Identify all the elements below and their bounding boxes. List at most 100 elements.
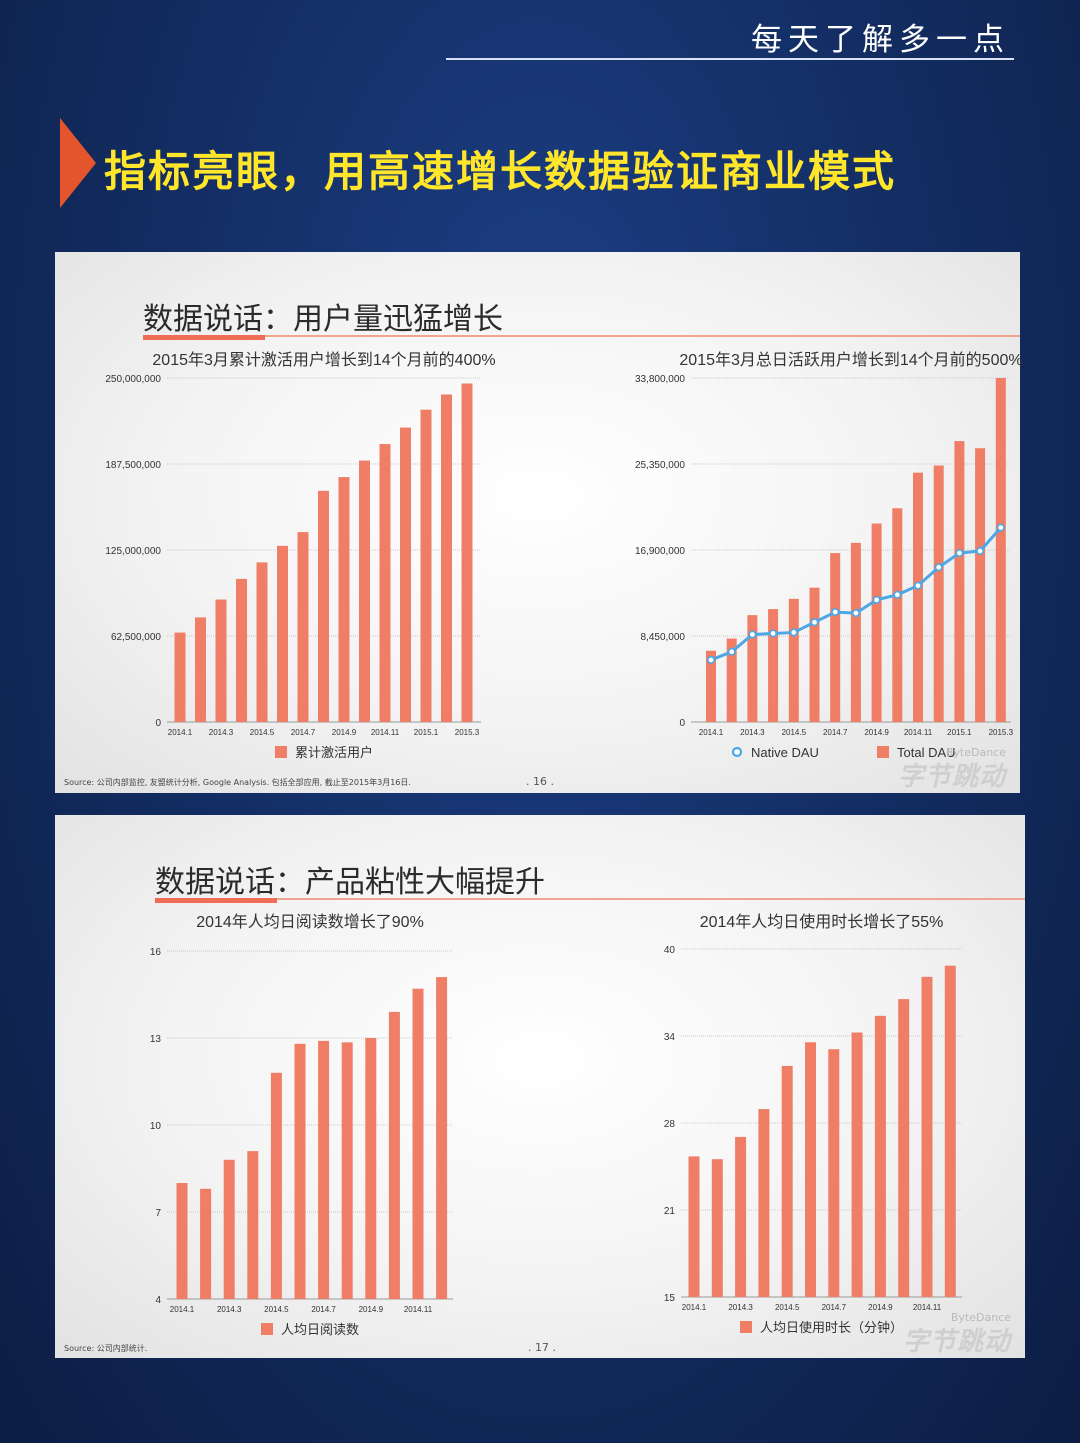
bar [954,441,965,722]
y-tick-label: 33,800,000 [635,374,685,385]
line-point [934,563,943,572]
x-tick-label: 2014.9 [868,1303,893,1312]
y-tick-label: 34 [664,1032,676,1043]
x-tick-label: 2014.1 [170,1305,195,1314]
legend-swatch [740,1321,752,1333]
slide-title: 数据说话：用户量迅猛增长 [143,302,503,337]
legend-label: 累计激活用户 [295,745,373,760]
bar [412,988,424,1299]
brand-cn: 字节跳动 [897,762,1006,792]
y-tick-label: 21 [664,1206,676,1217]
y-tick-label: 7 [155,1208,161,1219]
brand-en: ByteDance [945,746,1006,759]
bar [898,999,910,1297]
x-tick-label: 2014.5 [775,1303,800,1312]
chart-cumulative-users: 2015年3月累计激活用户增长到14个月前的400% 250,000,000 187… [105,351,495,760]
bar [711,1159,723,1297]
bar [341,1042,353,1299]
bar [420,409,432,722]
bar [359,460,370,722]
slogan: 每天了解多一点 [751,22,1010,58]
bar [892,508,903,722]
x-tick-label: 2014.3 [728,1303,753,1312]
bar [441,394,452,722]
bar [176,1183,188,1299]
x-tick-label: 2014.5 [250,728,275,737]
bar [828,1049,840,1297]
title-underline [143,335,265,340]
bar [236,578,247,722]
bytedance-logo: ByteDance 字节跳动 [903,1311,1011,1358]
y-tick-label: 15 [664,1293,676,1304]
headline: 指标亮眼，用高速增长数据验证商业模式 [104,147,897,196]
chart-daily-reads: 2014年人均日阅读数增长了90% 16 13 10 7 4 2014.1 2014.3 201… [150,913,453,1337]
bar [809,587,820,722]
bytedance-logo: ByteDance 字节跳动 [898,746,1006,793]
bar [270,1072,282,1299]
bar [195,617,206,722]
bar [318,1040,330,1299]
x-tick-label: 2014.11 [371,728,400,737]
slide-user-growth: 数据说话：用户量迅猛增长 2015年3月累计激活用户增长到14个月前的400% 2… [55,252,1023,793]
legend-swatch [275,746,287,758]
bar [294,1043,306,1299]
bar [223,1159,235,1299]
bar [400,427,411,722]
headline-arrow-icon [60,118,96,208]
y-tick-label: 10 [150,1121,162,1132]
line-point [851,609,860,618]
chart-caption: 2014年人均日使用时长增长了55% [700,913,944,931]
slide-title: 数据说话：产品粘性大幅提升 [155,865,545,900]
bar [921,976,933,1297]
bar [256,562,268,722]
bar [277,545,288,722]
bar [688,1156,700,1297]
x-tick-label: 2014.11 [913,1303,942,1312]
page-number: . 16 . [526,775,554,788]
x-tick-label: 2015.3 [989,728,1014,737]
bar [933,465,944,722]
bar [338,477,350,722]
x-tick-label: 2014.5 [264,1305,289,1314]
bar [379,444,391,722]
bar [805,1042,816,1297]
x-tick-label: 2014.3 [217,1305,242,1314]
bar [247,1151,259,1299]
slide-engagement: 数据说话：产品粘性大幅提升 2014年人均日阅读数增长了90% 16 13 10 7 4 2… [55,815,1025,1358]
bar [436,977,448,1299]
x-tick-label: 2014.7 [822,1303,847,1312]
line-point [789,628,798,637]
bar [995,378,1006,722]
y-tick-label: 40 [664,945,676,956]
legend-label: 人均日使用时长（分钟） [760,1320,903,1335]
chart-caption: 2015年3月累计激活用户增长到14个月前的400% [152,351,495,369]
x-tick-label: 2014.11 [904,728,933,737]
slogan-underline [446,58,1014,60]
chart-daily-usage-minutes: 2014年人均日使用时长增长了55% 40 34 28 21 15 2014.1 2014.3… [664,913,962,1335]
y-tick-label: 16,900,000 [635,546,685,557]
line-point [913,581,922,590]
y-tick-label: 8,450,000 [641,632,686,643]
x-tick-label: 2014.11 [404,1305,433,1314]
line-point [810,618,819,627]
y-tick-label: 62,500,000 [111,632,161,643]
page-number: . 17 . [528,1341,556,1354]
y-tick-label: 0 [155,718,161,729]
brand-cn: 字节跳动 [902,1327,1011,1357]
bar [297,532,309,722]
title-underline [155,898,277,903]
legend-swatch [877,746,889,758]
bar [388,1011,400,1299]
bar [365,1038,377,1299]
x-tick-label: 2015.1 [947,728,972,737]
line-point [727,647,736,656]
chart-daily-active-users: 2015年3月总日活跃用户增长到14个月前的500% 33,800,000 25,3… [635,351,1023,760]
bar [975,448,986,722]
bar [318,490,329,722]
x-tick-label: 2014.1 [168,728,193,737]
bar [461,383,473,722]
x-tick-label: 2014.9 [864,728,889,737]
line-point [955,549,964,558]
y-tick-label: 250,000,000 [105,374,161,385]
bar [851,1032,863,1297]
